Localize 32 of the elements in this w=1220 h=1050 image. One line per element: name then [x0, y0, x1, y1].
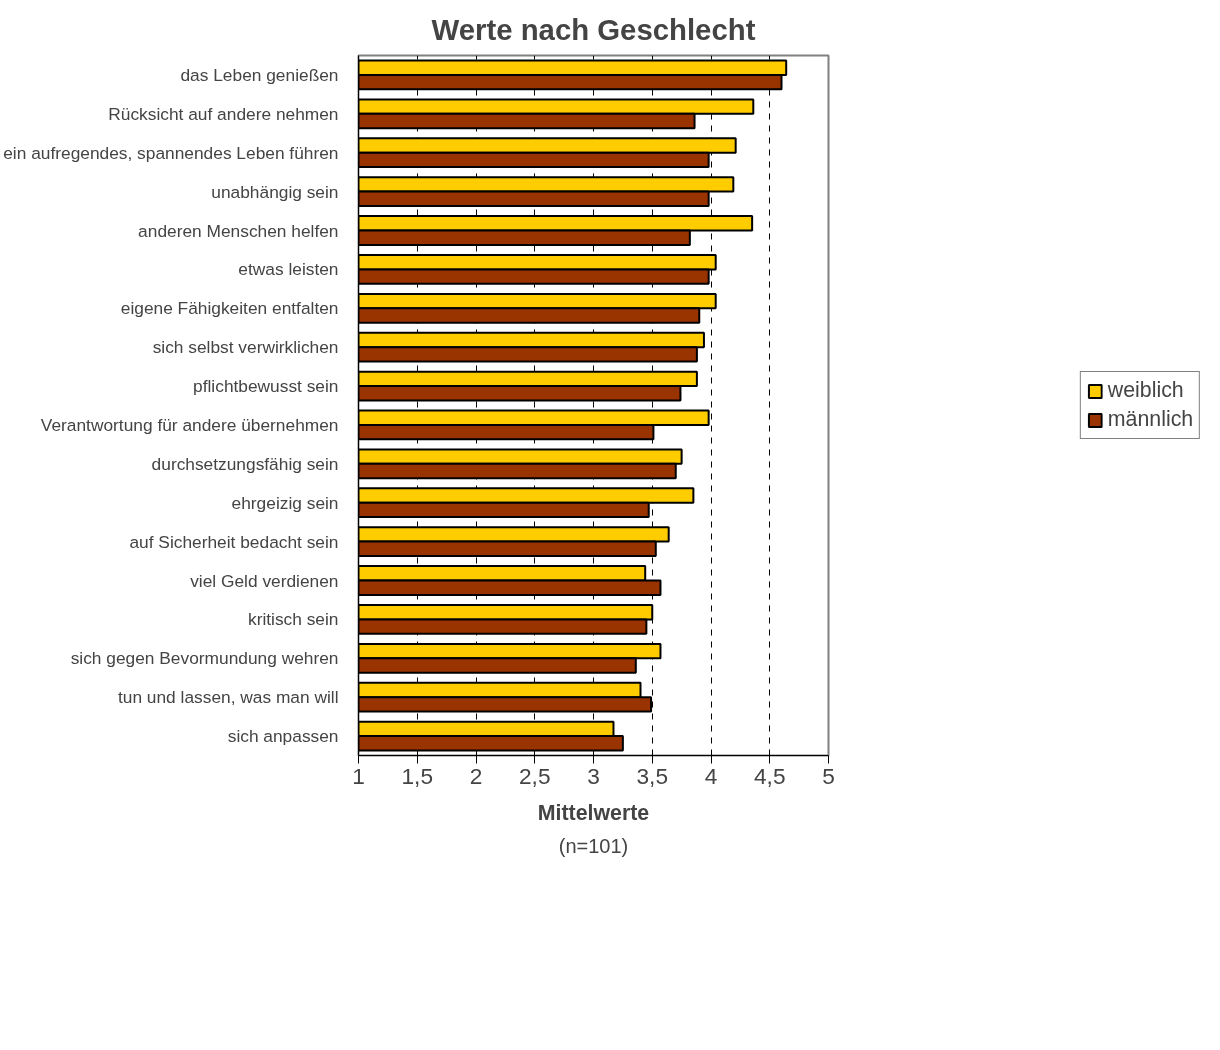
y-tick-label: pflichtbewusst sein: [193, 376, 339, 397]
y-tick-label: auf Sicherheit bedacht sein: [129, 531, 339, 552]
y-tick-label: anderen Menschen helfen: [138, 220, 339, 241]
y-tick-label: unabhängig sein: [211, 181, 339, 202]
y-tick-label: Verantwortung für andere übernehmen: [40, 414, 339, 435]
y-tick-label: ein aufregendes, spannendes Leben führen: [3, 142, 339, 163]
y-tick-label: kritisch sein: [247, 609, 339, 630]
y-tick-label: tun und lassen, was man will: [117, 687, 339, 708]
x-tick-label: 2,5: [519, 762, 551, 789]
y-tick-label: das Leben genießen: [180, 64, 339, 85]
text: (n=101): [558, 834, 629, 857]
y-tick-label: sich anpassen: [227, 726, 339, 747]
x-tick-label: 1,5: [401, 762, 433, 789]
x-tick-label: 5: [822, 762, 835, 789]
legend-label: weiblich: [1107, 378, 1184, 403]
x-tick-label: 1: [352, 762, 365, 789]
x-tick-label: 3,5: [636, 762, 668, 789]
x-tick-label: 4: [704, 762, 718, 789]
y-tick-label: eigene Fähigkeiten entfalten: [120, 298, 339, 319]
x-axis-title: Mittelwerte: [537, 800, 650, 825]
y-tick-label: sich selbst verwirklichen: [152, 337, 339, 358]
x-tick-label: 4,5: [754, 762, 786, 789]
y-tick-label: etwas leisten: [238, 259, 339, 280]
y-tick-label: sich gegen Bevormundung wehren: [70, 648, 339, 669]
x-tick-label: 3: [587, 762, 600, 789]
x-tick-label: 2: [469, 762, 483, 789]
legend-label: männlich: [1107, 407, 1194, 432]
y-tick-label: ehrgeizig sein: [231, 492, 339, 513]
y-tick-label: durchsetzungsfähig sein: [151, 453, 339, 474]
y-tick-label: Rücksicht auf andere nehmen: [108, 103, 339, 124]
y-tick-label: viel Geld verdienen: [190, 570, 339, 591]
chart-title: Werte nach Geschlecht: [431, 12, 756, 46]
